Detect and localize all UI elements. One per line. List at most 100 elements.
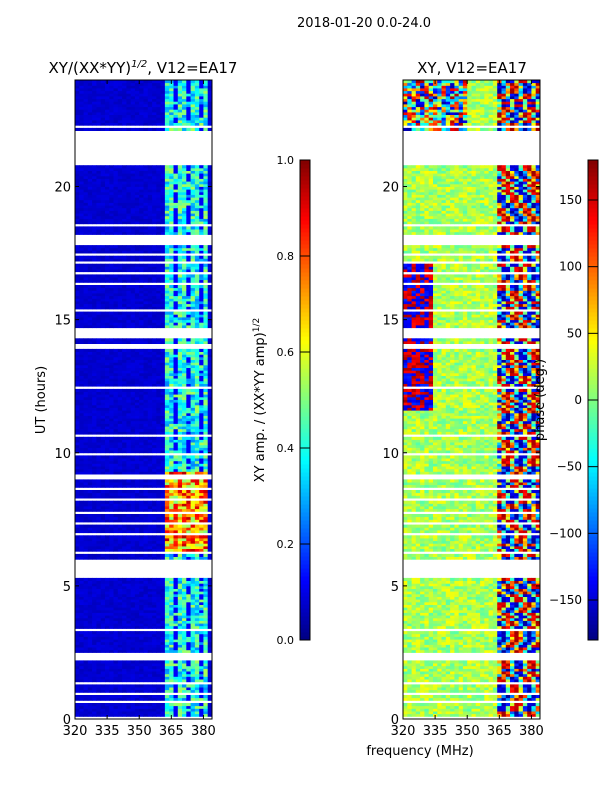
heatmap-cell: [173, 197, 179, 201]
heatmap-cell: [177, 231, 183, 235]
heatmap-cell: [130, 636, 136, 640]
heatmap-cell: [177, 612, 183, 616]
heatmap-cell: [203, 423, 209, 427]
heatmap-cell: [194, 609, 200, 613]
heatmap-cell: [130, 450, 136, 454]
heatmap-cell: [105, 247, 110, 251]
heatmap-cell: [147, 503, 153, 507]
heatmap-cell: [164, 460, 170, 464]
heatmap-cell: [186, 391, 191, 395]
heatmap-cell: [156, 695, 161, 699]
heatmap-cell: [105, 322, 110, 326]
heatmap-cell: [164, 548, 170, 552]
heatmap-cell: [113, 191, 119, 195]
heatmap-cell: [122, 503, 127, 507]
heatmap-cell: [117, 612, 123, 616]
heatmap-cell: [199, 593, 204, 597]
heatmap-cell: [105, 591, 110, 595]
heatmap-cell: [207, 290, 213, 294]
heatmap-cell: [139, 370, 144, 374]
heatmap-cell: [173, 540, 179, 544]
heatmap-cell: [143, 609, 149, 613]
heatmap-cell: [160, 436, 166, 440]
heatmap-cell: [96, 247, 102, 251]
heatmap-cell: [122, 287, 127, 291]
heatmap-cell: [177, 458, 183, 462]
heatmap-cell: [186, 279, 191, 283]
heatmap-cell: [177, 338, 183, 342]
heatmap-cell: [130, 585, 136, 589]
heatmap-cell: [160, 615, 166, 619]
heatmap-cell: [203, 362, 209, 366]
heatmap-cell: [169, 215, 174, 219]
heatmap-cell: [143, 197, 149, 201]
heatmap-cell: [75, 367, 80, 371]
heatmap-cell: [134, 311, 140, 315]
heatmap-cell: [160, 609, 166, 613]
heatmap-cell: [83, 364, 89, 368]
heatmap-cell: [173, 577, 179, 581]
heatmap-cell: [113, 697, 119, 701]
heatmap-cell: [105, 527, 110, 531]
heatmap-cell: [143, 591, 149, 595]
heatmap-cell: [194, 649, 200, 653]
heatmap-cell: [134, 362, 140, 366]
heatmap-cell: [173, 418, 179, 422]
heatmap-cell: [96, 229, 102, 233]
heatmap-cell: [117, 356, 123, 360]
heatmap-cell: [186, 383, 191, 387]
heatmap-cell: [109, 668, 114, 672]
heatmap-cell: [134, 684, 140, 688]
heatmap-cell: [130, 620, 136, 624]
heatmap-cell: [190, 348, 196, 352]
heatmap-cell: [139, 285, 144, 289]
heatmap-cell: [126, 290, 132, 294]
heatmap-cell: [152, 530, 157, 534]
heatmap-cell: [207, 479, 213, 483]
heatmap-cell: [92, 695, 97, 699]
heatmap-cell: [130, 508, 136, 512]
heatmap-cell: [160, 431, 166, 435]
heatmap-cell: [173, 348, 179, 352]
heatmap-cell: [117, 516, 123, 520]
heatmap-cell: [139, 247, 144, 251]
heatmap-cell: [186, 649, 191, 653]
heatmap-cell: [75, 375, 80, 379]
heatmap-cell: [75, 519, 80, 523]
heatmap-cell: [117, 213, 123, 217]
heatmap-cell: [199, 524, 204, 528]
heatmap-cell: [92, 543, 97, 547]
heatmap-cell: [126, 609, 132, 613]
heatmap-cell: [126, 620, 132, 624]
heatmap-cell: [147, 684, 153, 688]
heatmap-cell: [152, 466, 157, 470]
heatmap-cell: [164, 396, 170, 400]
heatmap-cell: [92, 668, 97, 672]
heatmap-cell: [182, 314, 187, 318]
heatmap-cell: [96, 255, 102, 259]
heatmap-cell: [113, 348, 119, 352]
heatmap-cell: [92, 191, 97, 195]
heatmap-cell: [117, 351, 123, 355]
heatmap-cell: [190, 583, 196, 587]
heatmap-cell: [96, 463, 102, 467]
heatmap-cell: [134, 285, 140, 289]
heatmap-cell: [169, 689, 174, 693]
heatmap-cell: [152, 460, 157, 464]
heatmap-cell: [182, 492, 187, 496]
heatmap-cell: [105, 221, 110, 225]
heatmap-cell: [143, 258, 149, 262]
heatmap-cell: [96, 492, 102, 496]
heatmap-cell: [105, 367, 110, 371]
heatmap-cell: [147, 410, 153, 414]
heatmap-cell: [147, 601, 153, 605]
heatmap-cell: [105, 306, 110, 310]
heatmap-cell: [164, 442, 170, 446]
heatmap-cell: [164, 495, 170, 499]
heatmap-cell: [199, 471, 204, 475]
heatmap-cell: [130, 213, 136, 217]
heatmap-cell: [199, 601, 204, 605]
heatmap-cell: [143, 644, 149, 648]
heatmap-cell: [130, 668, 136, 672]
heatmap-cell: [147, 367, 153, 371]
